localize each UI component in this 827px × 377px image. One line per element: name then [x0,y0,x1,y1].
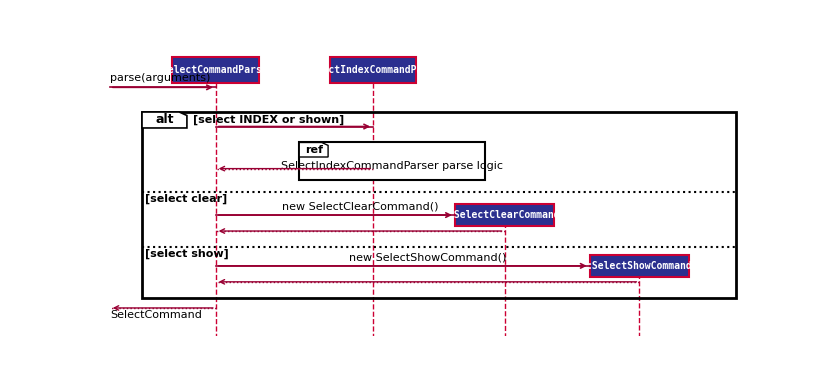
Text: :SelectClearCommand: :SelectClearCommand [448,210,560,220]
Polygon shape [299,143,327,157]
Bar [299,143,485,180]
Bar [329,57,416,83]
Polygon shape [142,112,187,128]
Text: [select show]: [select show] [145,248,229,259]
Bar [142,112,734,298]
Text: SelectCommand: SelectCommand [110,310,202,320]
Bar [172,57,259,83]
Text: :SelectIndexCommandParser: :SelectIndexCommandParser [299,65,446,75]
Text: :SelectCommandParser: :SelectCommandParser [157,65,275,75]
Text: [select clear]: [select clear] [145,193,227,204]
Text: [select INDEX or shown]: [select INDEX or shown] [193,115,344,125]
Text: ref: ref [304,145,323,155]
Bar [589,255,688,277]
Text: :SelectShowCommand: :SelectShowCommand [586,261,691,271]
Text: new SelectShowCommand(): new SelectShowCommand() [348,252,505,262]
Text: parse(arguments): parse(arguments) [110,73,210,83]
Text: SelectIndexCommandParser parse logic: SelectIndexCommandParser parse logic [281,161,503,171]
Text: new SelectClearCommand(): new SelectClearCommand() [281,202,438,211]
Text: alt: alt [155,113,174,127]
Bar [454,204,553,226]
